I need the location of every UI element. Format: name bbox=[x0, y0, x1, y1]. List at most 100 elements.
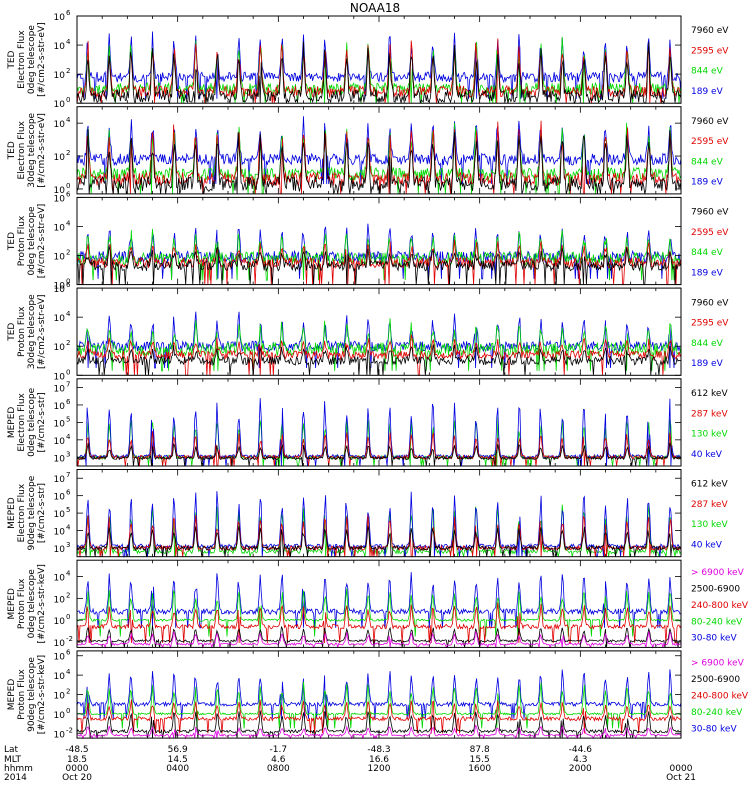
chart-title: NOAA18 bbox=[350, 1, 400, 15]
y-tick-label: 10 bbox=[54, 672, 66, 682]
panel-8-ylabel-line: [#/cm2-s-str-keV] bbox=[37, 655, 47, 734]
legend-entry: 844 eV bbox=[691, 248, 724, 258]
y-tick-exponent: 0 bbox=[66, 707, 70, 715]
legend-entry: 189 eV bbox=[691, 178, 724, 188]
legend-entry: 7960 eV bbox=[691, 117, 729, 127]
panel-2-ylabel-line: [#/cm2-s-str-eV] bbox=[37, 113, 47, 188]
y-tick-exponent: 0 bbox=[66, 182, 70, 190]
panel-7-series-3 bbox=[76, 602, 682, 644]
y-tick-exponent: 6 bbox=[66, 9, 71, 17]
x-tick-label: -44.6 bbox=[569, 745, 593, 755]
y-tick-exponent: -2 bbox=[66, 635, 73, 643]
y-tick-exponent: 6 bbox=[66, 281, 71, 289]
panel-5-series-4 bbox=[76, 442, 682, 467]
legend-entry: 2500-6900 bbox=[691, 584, 740, 594]
y-tick-label: 10 bbox=[54, 385, 66, 395]
y-tick-exponent: 2 bbox=[66, 249, 70, 257]
panel-6-series-3 bbox=[76, 515, 682, 558]
legend-entry: 2595 eV bbox=[691, 46, 729, 56]
y-tick-label: 10 bbox=[54, 285, 66, 295]
panel-8-ylabel-line: MEPED bbox=[7, 679, 17, 711]
panel-3-ylabel-line: Proton Flux bbox=[17, 215, 27, 266]
panel-3-ylabel-line: TED bbox=[7, 232, 17, 251]
panel-6-ylabel-line: 90deg telescope bbox=[27, 475, 37, 550]
y-tick-label: 10 bbox=[54, 574, 66, 584]
y-tick-label: 10 bbox=[54, 437, 66, 447]
legend-entry: 612 keV bbox=[691, 480, 728, 490]
y-tick-exponent: 2 bbox=[66, 339, 70, 347]
legend-entry: 844 eV bbox=[691, 157, 724, 167]
legend-entry: 240-800 keV bbox=[691, 601, 749, 611]
x-tick-label: -1.7 bbox=[270, 745, 288, 755]
y-tick-exponent: 3 bbox=[66, 541, 70, 549]
y-tick-label: 10 bbox=[54, 223, 66, 233]
y-tick-exponent: 2 bbox=[66, 688, 70, 696]
y-tick-label: 10 bbox=[54, 730, 66, 740]
panel-3-ylabel-line: [#/cm2-s-str-eV] bbox=[37, 204, 47, 279]
panel-1-series-3 bbox=[76, 38, 682, 104]
x-row-label: hhmm bbox=[4, 764, 33, 774]
y-tick-label: 10 bbox=[54, 282, 66, 292]
y-tick-exponent: 2 bbox=[66, 149, 70, 157]
x-row-label: MLT bbox=[4, 755, 22, 765]
legend-entry: 2595 eV bbox=[691, 137, 729, 147]
y-tick-exponent: 4 bbox=[66, 570, 71, 578]
x-tick-label: -48.5 bbox=[65, 745, 88, 755]
panel-2-ylabel-line: Electron Flux bbox=[17, 120, 27, 179]
y-tick-label: 10 bbox=[54, 120, 66, 130]
panel-7-ylabel-line: [#/cm2-s-str-keV] bbox=[37, 564, 47, 643]
panel-3-ylabel-line: 0deg telescope bbox=[27, 206, 37, 276]
y-tick-label: 10 bbox=[54, 186, 66, 196]
panel-8-series-2 bbox=[76, 681, 682, 729]
panel-6-series-4 bbox=[76, 526, 682, 558]
y-tick-exponent: 4 bbox=[66, 524, 71, 532]
x-tick-label: 14.5 bbox=[168, 755, 188, 765]
x-tick-label: 4.3 bbox=[573, 755, 587, 765]
y-tick-label: 10 bbox=[54, 545, 66, 555]
panel-5-ylabel-line: 0deg telescope bbox=[27, 387, 37, 457]
y-tick-label: 10 bbox=[54, 13, 66, 23]
y-tick-exponent: 6 bbox=[66, 489, 71, 497]
x-tick-label: 0000 bbox=[66, 764, 89, 774]
legend-entry: 80-240 keV bbox=[691, 708, 743, 718]
y-tick-exponent: 0 bbox=[66, 96, 70, 104]
legend-entry: 80-240 keV bbox=[691, 617, 743, 627]
panel-4-series-1 bbox=[76, 311, 682, 369]
y-tick-exponent: 7 bbox=[66, 381, 70, 389]
legend-entry: 130 keV bbox=[691, 520, 728, 530]
legend-entry: 844 eV bbox=[691, 67, 724, 77]
x-tick-label: 87.8 bbox=[470, 745, 490, 755]
legend-entry: 7960 eV bbox=[691, 208, 729, 218]
legend-entry: 240-800 keV bbox=[691, 692, 749, 702]
legend-entry: > 6900 keV bbox=[691, 659, 745, 669]
panel-1-ylabel-line: 0deg telescope bbox=[27, 25, 37, 95]
panel-2-series-3 bbox=[76, 120, 682, 195]
panel-7-ylabel-line: 0deg telescope bbox=[27, 569, 37, 639]
legend-entry: 2500-6900 bbox=[691, 675, 740, 685]
y-tick-exponent: 3 bbox=[66, 450, 70, 458]
panel-8-series-3 bbox=[76, 699, 682, 734]
legend-entry: 612 keV bbox=[691, 389, 728, 399]
panel-4-series-3 bbox=[76, 334, 682, 376]
panel-2-series-4 bbox=[76, 128, 682, 195]
legend-entry: 189 eV bbox=[691, 359, 724, 369]
y-tick-label: 10 bbox=[54, 42, 66, 52]
y-tick-exponent: 4 bbox=[66, 668, 71, 676]
y-tick-exponent: 5 bbox=[66, 506, 70, 514]
legend-entry: 40 keV bbox=[691, 450, 723, 460]
legend-entry: > 6900 keV bbox=[691, 568, 745, 578]
y-tick-label: 10 bbox=[54, 692, 66, 702]
panel-4-ylabel-line: TED bbox=[7, 323, 17, 342]
panel-8-ylabel-line: Proton Flux bbox=[17, 669, 27, 720]
y-tick-exponent: 2 bbox=[66, 67, 70, 75]
y-tick-exponent: -2 bbox=[66, 726, 73, 734]
panel-8-series-4 bbox=[76, 710, 682, 739]
panel-8-frame bbox=[76, 650, 682, 739]
x-tick-label: 16.6 bbox=[369, 755, 389, 765]
y-tick-exponent: 6 bbox=[66, 649, 71, 657]
